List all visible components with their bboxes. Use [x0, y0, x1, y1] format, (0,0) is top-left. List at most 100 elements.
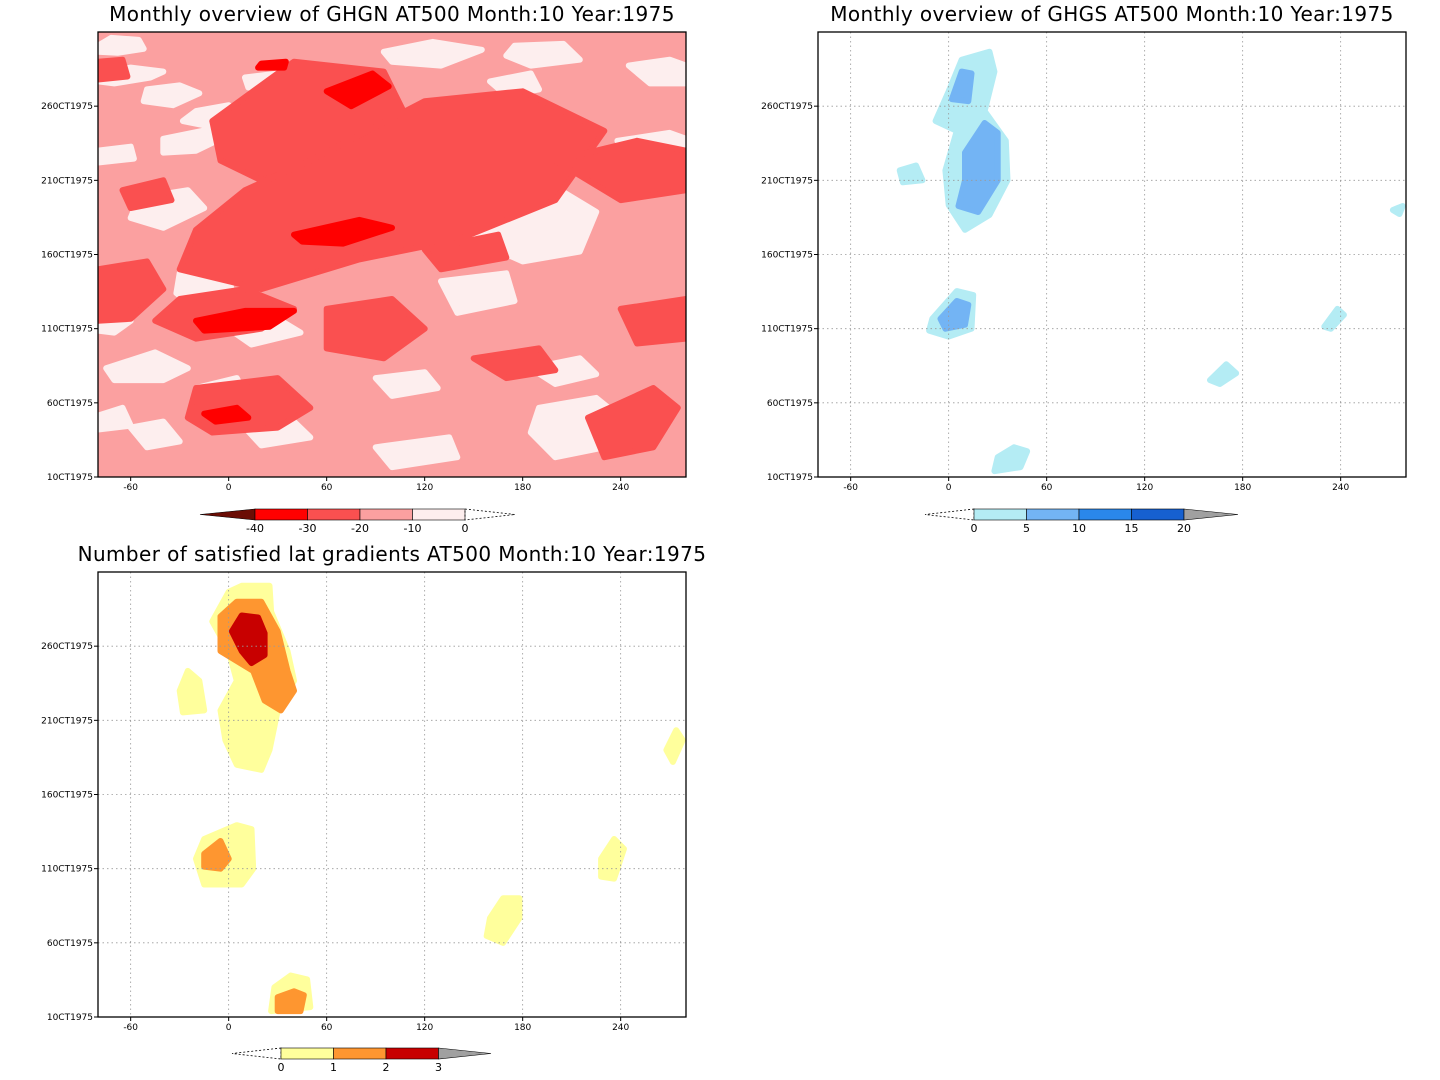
- colorbar-label-latgrad-0: 0: [278, 1061, 285, 1074]
- shaded-region-ghgn-32: [323, 296, 428, 362]
- colorbar-label-latgrad-3: 3: [435, 1061, 442, 1074]
- colorbar-label-ghgn-1: -30: [299, 522, 317, 535]
- y-tick-label-ghgs-3: 160CT1975: [761, 251, 813, 261]
- shaded-region-ghgn-44: [193, 307, 297, 334]
- x-tick-label-ghgn-2: 60: [321, 483, 333, 493]
- shaded-region-ghgn-20: [103, 349, 191, 384]
- shaded-region-ghgn-28: [372, 434, 461, 471]
- x-tick-label-latgrad-4: 180: [514, 1023, 531, 1033]
- colorbar-label-ghgs-0: 0: [971, 522, 978, 535]
- panel-ghgn: Monthly overview of GHGN AT500 Month:10 …: [41, 2, 687, 535]
- shaded-region-ghgs-8: [955, 120, 1001, 215]
- colorbar-label-ghgs-2: 10: [1072, 522, 1086, 535]
- x-tick-label-latgrad-2: 60: [321, 1023, 333, 1033]
- y-tick-label-ghgn-1: 60CT1975: [47, 399, 93, 409]
- y-tick-label-latgrad-0: 10CT1975: [47, 1013, 93, 1023]
- colorbar-latgrad: 0 1 2 3: [231, 1047, 492, 1074]
- shaded-region-ghgn-25: [372, 369, 441, 399]
- y-tick-label-ghgs-2: 110CT1975: [761, 325, 813, 335]
- panel-ghgs: Monthly overview of GHGS AT500 Month:10 …: [761, 2, 1407, 535]
- colorbar-box-latgrad-2: [385, 1047, 439, 1060]
- y-tick-label-ghgs-4: 210CT1975: [761, 176, 813, 186]
- shaded-region-ghgs-4: [1207, 361, 1240, 387]
- shaded-region-ghgs-5: [1321, 305, 1347, 332]
- shaded-region-ghgn-41: [421, 231, 510, 273]
- colorbar-lower-extension-latgrad: [231, 1047, 282, 1060]
- shaded-region-ghgn-5: [380, 38, 485, 69]
- x-tick-label-ghgs-2: 60: [1041, 483, 1053, 493]
- shaded-regions-latgrad: [176, 582, 686, 1015]
- shaded-region-ghgs-9: [937, 298, 972, 332]
- y-tick-label-ghgn-0: 10CT1975: [47, 473, 93, 483]
- y-tick-label-latgrad-2: 110CT1975: [41, 865, 93, 875]
- chart-title-ghgs: Monthly overview of GHGS AT500 Month:10 …: [830, 2, 1394, 26]
- y-tick-label-ghgn-3: 160CT1975: [41, 251, 93, 261]
- shaded-region-ghgn-6: [503, 40, 583, 69]
- shaded-regions-ghgn: [98, 34, 686, 471]
- colorbar-box-ghgn-1: [307, 508, 361, 521]
- y-tick-label-latgrad-5: 260CT1975: [41, 642, 93, 652]
- colorbar-label-latgrad-1: 1: [330, 1061, 337, 1074]
- shaded-region-ghgs-6: [1389, 203, 1406, 217]
- y-tick-label-ghgs-1: 60CT1975: [767, 399, 813, 409]
- colorbar-label-ghgs-3: 15: [1125, 522, 1139, 535]
- y-tick-label-latgrad-1: 60CT1975: [47, 939, 93, 949]
- shaded-region-latgrad-3: [483, 895, 523, 946]
- shaded-region-ghgn-30: [176, 88, 608, 293]
- colorbar-box-ghgn-0: [254, 508, 308, 521]
- shaded-region-ghgn-37: [552, 137, 686, 204]
- shaded-region-latgrad-9: [274, 988, 307, 1015]
- colorbar-box-latgrad-1: [333, 1047, 387, 1060]
- shaded-region-ghgn-33: [98, 258, 167, 324]
- shaded-region-ghgn-35: [470, 345, 559, 382]
- colorbar-box-ghgs-1: [1026, 508, 1080, 521]
- x-tick-label-ghgn-5: 240: [612, 483, 629, 493]
- colorbar-label-ghgn-4: 0: [462, 522, 469, 535]
- shaded-region-ghgs-1: [896, 162, 926, 186]
- shaded-region-latgrad-5: [663, 727, 686, 765]
- shaded-region-ghgn-46: [255, 58, 289, 71]
- shaded-region-ghgn-36: [617, 296, 686, 347]
- colorbar-label-ghgs-4: 20: [1177, 522, 1191, 535]
- shaded-region-ghgn-9: [160, 125, 224, 156]
- y-tick-label-ghgs-5: 260CT1975: [761, 102, 813, 112]
- x-tick-label-ghgs-3: 120: [1136, 483, 1153, 493]
- x-tick-label-ghgs-5: 240: [1332, 483, 1349, 493]
- y-tick-label-ghgn-5: 260CT1975: [41, 102, 93, 112]
- shaded-region-ghgn-40: [585, 385, 681, 461]
- colorbar-lower-extension-ghgs: [924, 508, 975, 521]
- colorbar-label-ghgn-2: -20: [351, 522, 369, 535]
- shaded-region-ghgn-0: [98, 34, 147, 56]
- shaded-region-ghgn-42: [323, 70, 392, 110]
- colorbar-ghgs: 0 5 10 15 20: [924, 508, 1239, 535]
- x-tick-label-ghgn-3: 120: [416, 483, 433, 493]
- chart-title-ghgn: Monthly overview of GHGN AT500 Month:10 …: [109, 2, 675, 26]
- shaded-region-latgrad-1: [176, 667, 208, 716]
- colorbar-upper-extension-latgrad: [438, 1047, 492, 1060]
- colorbar-upper-extension-ghgn: [464, 508, 516, 521]
- shaded-region-ghgn-15: [438, 270, 518, 316]
- y-tick-label-latgrad-3: 160CT1975: [41, 791, 93, 801]
- x-tick-label-latgrad-0: -60: [123, 1023, 138, 1033]
- shaded-region-ghgn-39: [98, 56, 131, 83]
- x-tick-label-ghgs-0: -60: [843, 483, 858, 493]
- colorbar-label-ghgn-0: -40: [246, 522, 264, 535]
- colorbar-label-ghgs-1: 5: [1023, 522, 1030, 535]
- x-tick-label-ghgs-4: 180: [1234, 483, 1251, 493]
- shaded-region-ghgs-3: [991, 444, 1031, 475]
- colorbar-lower-extension-ghgn: [199, 508, 256, 521]
- panel-latgrad: Number of satisfied lat gradients AT500 …: [41, 542, 706, 1074]
- y-tick-label-latgrad-4: 210CT1975: [41, 716, 93, 726]
- shaded-region-ghgn-38: [119, 177, 175, 211]
- chart-title-latgrad: Number of satisfied lat gradients AT500 …: [78, 542, 707, 566]
- shaded-region-latgrad-8: [201, 838, 232, 872]
- shaded-region-ghgn-23: [98, 404, 134, 433]
- shaded-region-ghgn-43: [291, 216, 395, 247]
- x-tick-label-ghgn-0: -60: [123, 483, 138, 493]
- colorbar-box-ghgn-2: [359, 508, 413, 521]
- colorbar-box-ghgs-3: [1131, 508, 1185, 521]
- colorbar-label-ghgn-3: -10: [404, 522, 422, 535]
- x-tick-label-ghgn-1: 0: [226, 483, 232, 493]
- shaded-region-ghgs-7: [948, 68, 975, 105]
- shaded-regions-ghgs: [896, 48, 1406, 475]
